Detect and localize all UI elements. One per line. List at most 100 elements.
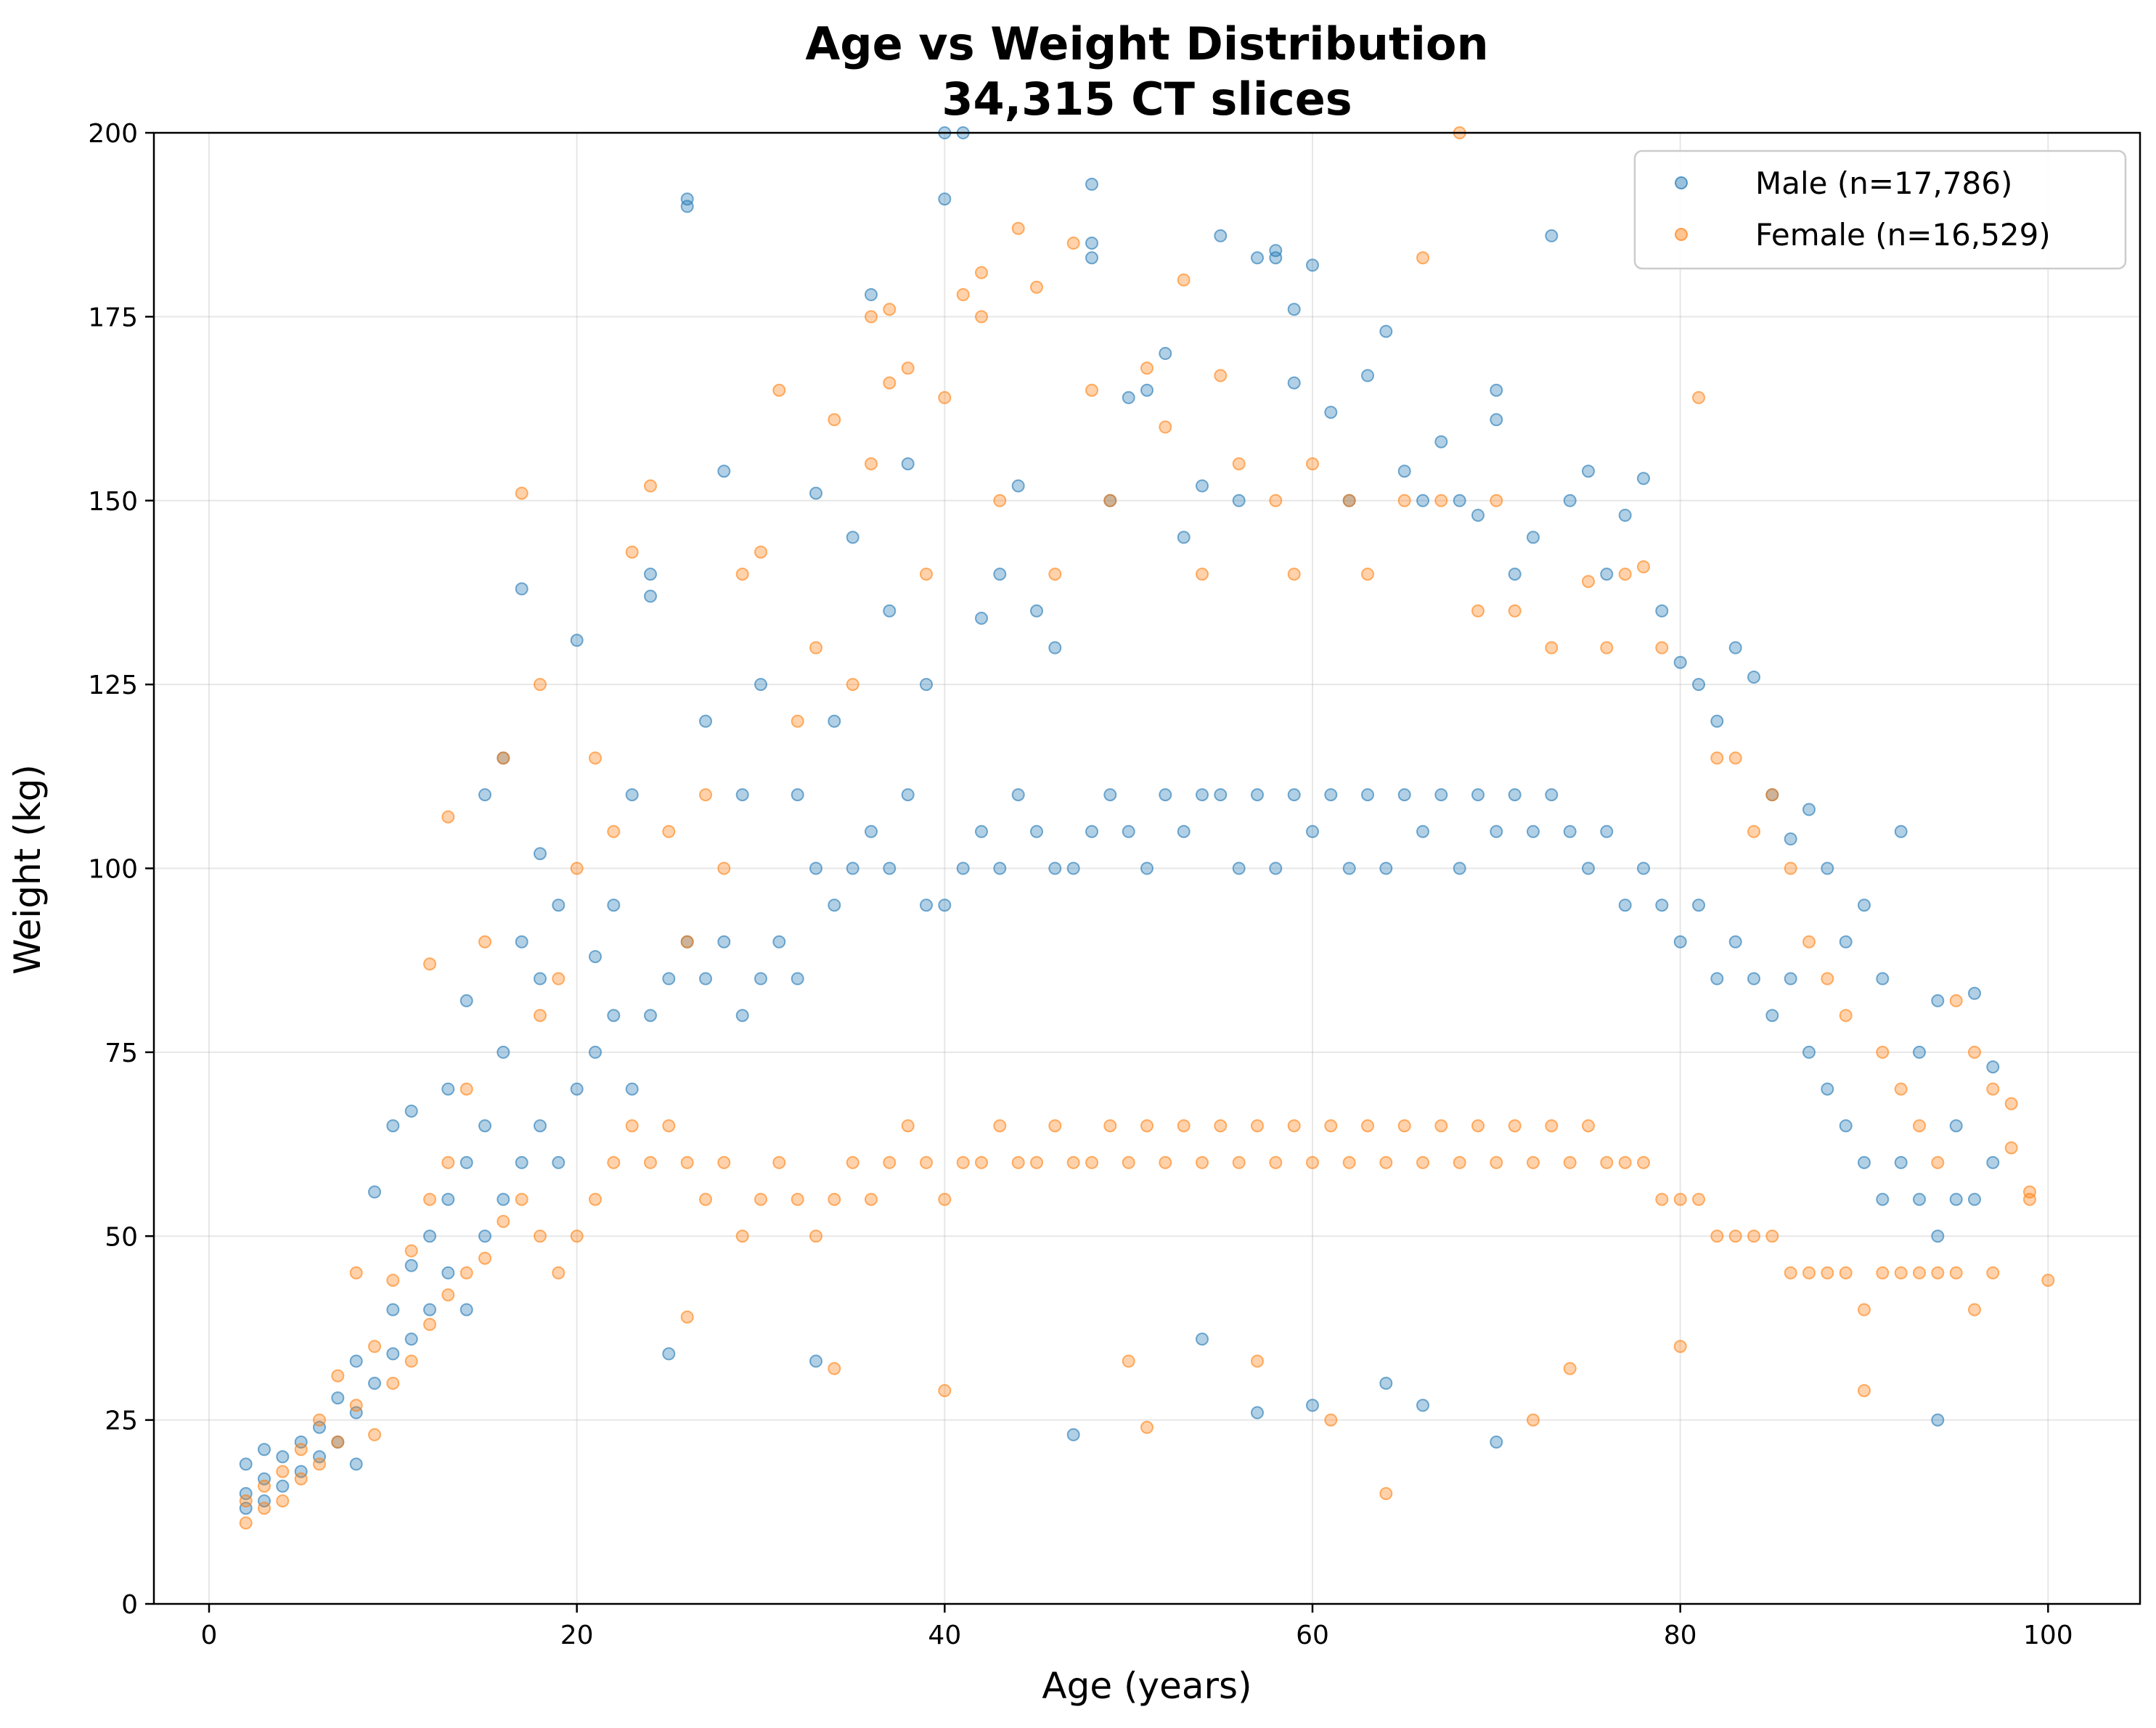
data-point (1122, 390, 1135, 404)
data-point (1545, 641, 1559, 655)
data-point (1434, 1119, 1448, 1133)
data-point (1728, 751, 1742, 765)
data-point (441, 810, 455, 824)
data-point (1968, 1303, 1981, 1317)
legend: Male (n=17,786) Female (n=16,529) (1633, 150, 2127, 270)
data-point (920, 678, 933, 692)
data-point (1342, 1155, 1356, 1169)
data-point (1876, 972, 1890, 986)
data-point (1618, 1155, 1632, 1169)
data-point (1196, 568, 1209, 581)
data-point (717, 1155, 731, 1169)
data-point (772, 1155, 786, 1169)
data-point (1232, 494, 1246, 507)
data-point (1765, 1009, 1779, 1023)
data-point (1490, 1155, 1503, 1169)
data-point (294, 1472, 308, 1486)
data-point (699, 1192, 712, 1206)
data-point (1968, 1192, 1981, 1206)
data-point (625, 545, 639, 559)
data-point (478, 788, 491, 802)
data-point (1471, 509, 1485, 522)
data-point (1508, 788, 1522, 802)
data-point (423, 1303, 436, 1317)
data-point (1913, 1045, 1926, 1059)
data-point (1251, 1406, 1264, 1420)
data-point (1728, 641, 1742, 655)
x-tick-label: 80 (1664, 1621, 1697, 1650)
data-point (534, 847, 547, 861)
data-point (846, 1155, 859, 1169)
data-point (1066, 1428, 1080, 1441)
data-point (809, 486, 822, 500)
data-point (901, 361, 915, 375)
x-tick-label: 0 (201, 1621, 218, 1650)
data-point (846, 531, 859, 544)
data-point (313, 1413, 326, 1427)
x-tick-label: 40 (928, 1621, 961, 1650)
data-point (1471, 604, 1485, 618)
data-point (534, 972, 547, 986)
data-point (441, 1155, 455, 1169)
data-point (607, 1155, 621, 1169)
data-point (975, 310, 988, 324)
data-point (478, 1251, 491, 1265)
data-point (1765, 1229, 1779, 1243)
data-point (1397, 1119, 1411, 1133)
data-point (938, 192, 952, 206)
data-point (1655, 641, 1669, 655)
data-point (1747, 1229, 1760, 1243)
data-point (1618, 509, 1632, 522)
data-point (1453, 861, 1466, 875)
data-point (1011, 788, 1025, 802)
data-point (865, 310, 878, 324)
data-point (1600, 568, 1614, 581)
data-point (404, 1105, 418, 1118)
data-point (239, 1494, 253, 1508)
data-point (1821, 861, 1834, 875)
data-point (276, 1479, 290, 1493)
data-point (1527, 1413, 1540, 1427)
data-point (883, 303, 897, 316)
data-point (1416, 494, 1429, 507)
data-point (1490, 824, 1503, 838)
data-point (1379, 861, 1393, 875)
data-point (1894, 1155, 1908, 1169)
data-point (662, 1347, 676, 1361)
data-point (699, 714, 712, 728)
grid-lines (154, 132, 2140, 1605)
data-point (1287, 376, 1301, 390)
data-point (901, 457, 915, 471)
data-point (1508, 604, 1522, 618)
data-point (1048, 861, 1062, 875)
data-point (938, 898, 952, 912)
data-point (1692, 390, 1705, 404)
data-point (607, 824, 621, 838)
data-point (717, 464, 731, 478)
data-point (441, 1288, 455, 1302)
data-point (828, 413, 841, 427)
data-point (386, 1119, 400, 1133)
y-tick-label: 175 (88, 303, 138, 332)
data-point (791, 972, 804, 986)
data-point (1802, 1045, 1816, 1059)
y-tick-label: 0 (121, 1590, 138, 1620)
data-point (1582, 575, 1595, 589)
data-point (1122, 1354, 1135, 1368)
data-point (754, 678, 767, 692)
data-point (1140, 1420, 1153, 1434)
data-point (423, 1317, 436, 1331)
series-male (239, 126, 2000, 1515)
data-point (1159, 420, 1172, 434)
data-point (1673, 1192, 1687, 1206)
data-point (1839, 1119, 1853, 1133)
data-point (1618, 568, 1632, 581)
data-point (1545, 229, 1559, 242)
data-point (938, 1192, 952, 1206)
data-point (1710, 1229, 1724, 1243)
data-point (1251, 1119, 1264, 1133)
data-point (1011, 221, 1025, 235)
data-point (1802, 935, 1816, 949)
data-point (1214, 788, 1228, 802)
